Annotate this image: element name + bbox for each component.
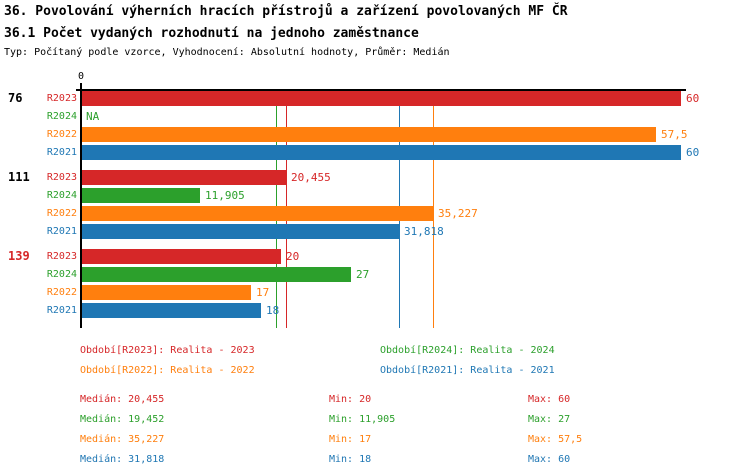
row-label-r2024: R2024 [46, 190, 77, 201]
stat-median: Medián: 35,227 [80, 434, 165, 445]
bar-value-label: 60 [686, 92, 700, 105]
legend-item-r2022: Období[R2022]: Realita - 2022 [80, 365, 255, 376]
row-label-r2022: R2022 [46, 129, 77, 140]
bar-r2022 [81, 206, 433, 221]
bar-value-label: NA [86, 110, 100, 123]
stat-max: Max: 57,5 [528, 434, 583, 445]
row-label-r2022: R2022 [46, 287, 77, 298]
row-label-r2023: R2023 [46, 172, 77, 183]
stat-median: Medián: 20,455 [80, 394, 165, 405]
legend-item-r2023: Období[R2023]: Realita - 2023 [80, 345, 255, 356]
page-title: 36. Povolování výherních hracích přístro… [4, 4, 568, 19]
bar-r2023 [81, 249, 281, 264]
bar-value-label: 35,227 [438, 207, 478, 220]
stat-max: Max: 60 [528, 394, 571, 405]
bar-value-label: 60 [686, 146, 700, 159]
row-label-r2023: R2023 [46, 93, 77, 104]
bar-r2023 [81, 91, 681, 106]
bar-r2021 [81, 145, 681, 160]
chart-meta-line: Typ: Počítaný podle vzorce, Vyhodnocení:… [4, 47, 450, 58]
stat-max: Max: 60 [528, 454, 571, 465]
chart-subtitle: 36.1 Počet vydaných rozhodnutí na jednoh… [4, 26, 419, 41]
group-label: 111 [8, 170, 30, 184]
stat-min: Min: 20 [329, 394, 372, 405]
stat-min: Min: 18 [329, 454, 372, 465]
category-axis-line [80, 89, 82, 328]
zero-tick [80, 83, 82, 89]
group-label: 76 [8, 91, 23, 105]
median-line-r2022 [433, 90, 434, 328]
bar-value-label: 17 [256, 286, 270, 299]
bar-value-label: 27 [356, 268, 370, 281]
plot-area: 0 R2023 60 76 R2024 NA R2022 57,5 R2021 60 R2023 2… [8, 71, 700, 328]
bar-value-label: 31,818 [404, 225, 444, 238]
legend-item-r2024: Období[R2024]: Realita - 2024 [380, 345, 555, 356]
bar-value-label: 18 [266, 304, 280, 317]
bar-r2023 [81, 170, 286, 185]
stat-min: Min: 11,905 [329, 414, 396, 425]
row-label-r2021: R2021 [46, 147, 77, 158]
bar-r2024 [81, 188, 200, 203]
stat-median: Medián: 19,452 [80, 414, 165, 425]
stat-median: Medián: 31,818 [80, 454, 165, 465]
legend-item-r2021: Období[R2021]: Realita - 2021 [380, 365, 555, 376]
bar-r2021 [81, 303, 261, 318]
row-label-r2023: R2023 [46, 251, 77, 262]
bar-value-label: 11,905 [205, 189, 245, 202]
row-label-r2022: R2022 [46, 208, 77, 219]
row-label-r2024: R2024 [46, 111, 77, 122]
bar-r2022 [81, 285, 251, 300]
bar-value-label: 20,455 [291, 171, 331, 184]
bar-r2022 [81, 127, 656, 142]
row-label-r2024: R2024 [46, 269, 77, 280]
zero-tick-label: 0 [77, 71, 85, 82]
bar-value-label: 20 [286, 250, 300, 263]
bar-r2024 [81, 267, 351, 282]
stat-min: Min: 17 [329, 434, 372, 445]
bar-r2021 [81, 224, 399, 239]
row-label-r2021: R2021 [46, 305, 77, 316]
row-label-r2021: R2021 [46, 226, 77, 237]
group-label: 139 [8, 249, 30, 263]
value-axis-baseline [76, 89, 686, 91]
stat-max: Max: 27 [528, 414, 571, 425]
bar-value-label: 57,5 [661, 128, 688, 141]
